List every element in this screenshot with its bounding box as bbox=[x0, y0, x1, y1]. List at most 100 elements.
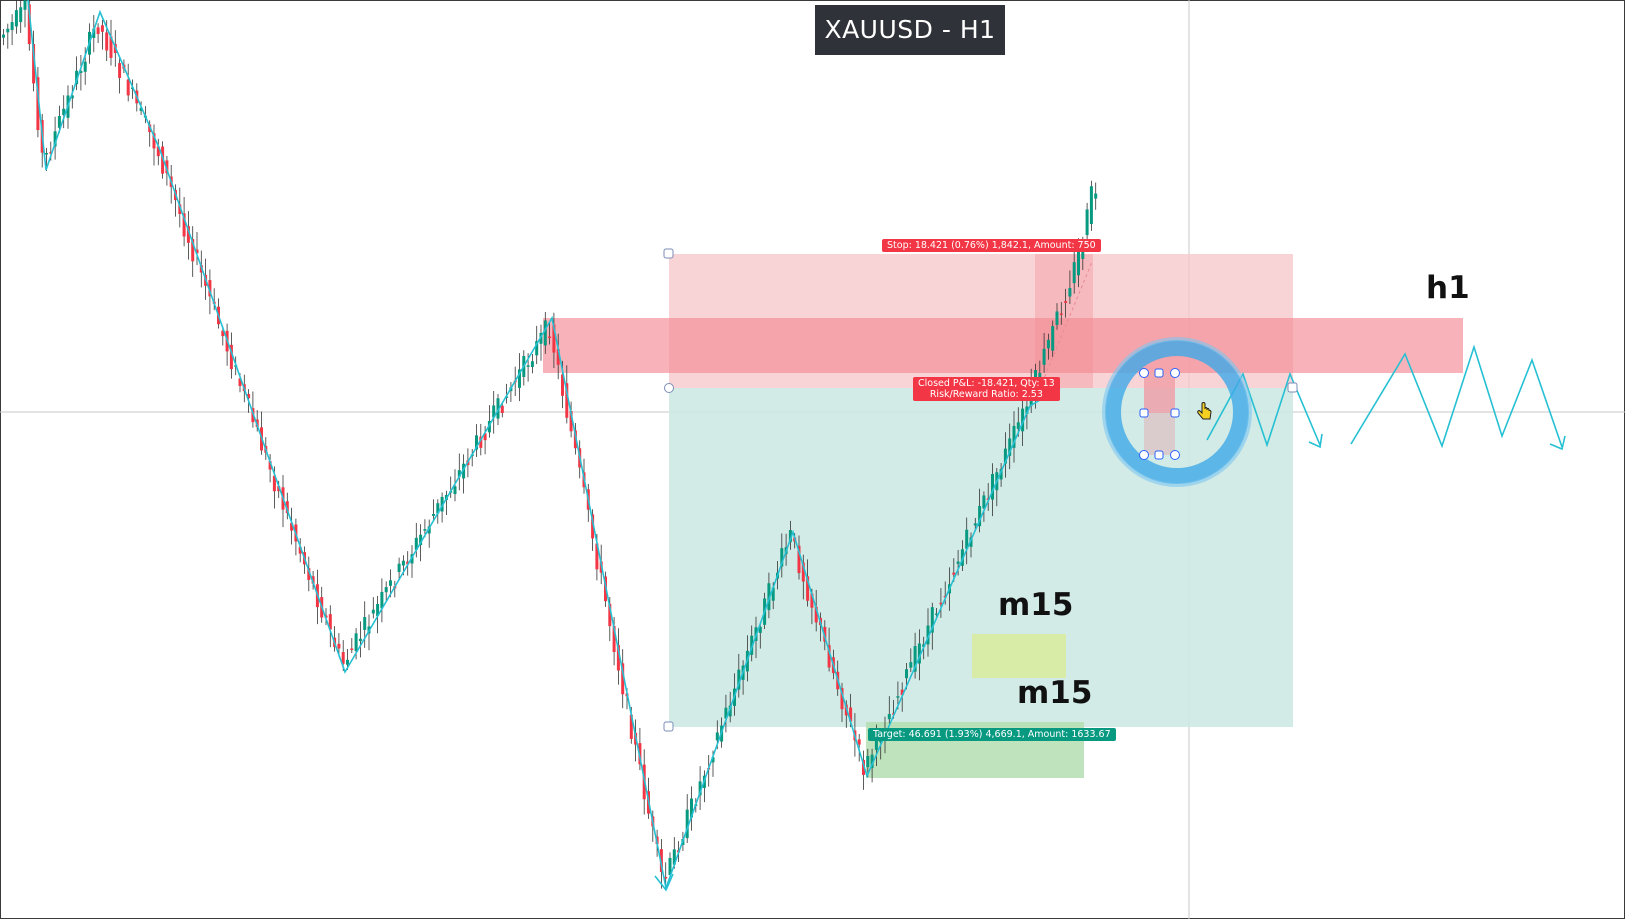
candle-body bbox=[659, 849, 663, 872]
candle-body bbox=[354, 633, 358, 652]
pnl-info-label: Closed P&L: -18.421, Qty: 13 Risk/Reward… bbox=[913, 377, 1060, 401]
candle-body bbox=[896, 696, 900, 698]
mini-handle-tl[interactable] bbox=[1139, 368, 1149, 378]
candle-body bbox=[14, 10, 18, 27]
candle-body bbox=[83, 61, 87, 72]
candle-body bbox=[337, 643, 341, 649]
candle-body bbox=[161, 146, 165, 174]
candle-body bbox=[53, 131, 57, 147]
candle-body bbox=[483, 433, 487, 441]
h1-supply-zone[interactable] bbox=[543, 318, 1463, 373]
candle-body bbox=[109, 36, 113, 58]
candle-body bbox=[814, 606, 818, 623]
candle-body bbox=[32, 44, 36, 84]
candle-body bbox=[526, 365, 530, 367]
candle-body bbox=[999, 469, 1003, 480]
candle-body bbox=[229, 344, 233, 370]
candle-body bbox=[70, 95, 74, 99]
candle-body bbox=[397, 563, 401, 573]
mini-handle-bc[interactable] bbox=[1154, 450, 1164, 460]
candle-body bbox=[569, 410, 573, 432]
h1-zone-label: h1 bbox=[1426, 270, 1470, 306]
candle-body bbox=[1081, 247, 1085, 259]
candle-body bbox=[801, 562, 805, 582]
target-handle[interactable] bbox=[663, 721, 674, 732]
candle-body bbox=[664, 877, 668, 879]
candle-body bbox=[978, 505, 982, 527]
candle-body bbox=[535, 341, 539, 356]
candle-body bbox=[849, 707, 853, 722]
candle-body bbox=[1068, 288, 1072, 297]
mini-handle-tr[interactable] bbox=[1170, 368, 1180, 378]
candle-body bbox=[96, 27, 100, 34]
candle-body bbox=[982, 495, 986, 509]
candle-body bbox=[307, 567, 311, 580]
mini-handle-ml[interactable] bbox=[1139, 408, 1149, 418]
candle-body bbox=[612, 626, 616, 652]
candle-body bbox=[591, 514, 595, 539]
candle-body bbox=[182, 213, 186, 237]
mini-handle-mr[interactable] bbox=[1170, 408, 1180, 418]
candle-body bbox=[500, 405, 504, 414]
candle-body bbox=[1094, 193, 1098, 199]
candle-body bbox=[427, 526, 431, 534]
stop-handle[interactable] bbox=[663, 248, 674, 259]
candle-body bbox=[1059, 313, 1063, 315]
candle-body bbox=[178, 204, 182, 214]
candle-body bbox=[909, 662, 913, 668]
candle-body bbox=[672, 849, 676, 865]
candle-body bbox=[548, 336, 552, 339]
candle-body bbox=[561, 374, 564, 396]
candle-body bbox=[1042, 348, 1046, 365]
mini-handle-br[interactable] bbox=[1170, 450, 1180, 460]
candle-body bbox=[991, 474, 994, 500]
entry-handle[interactable] bbox=[664, 383, 674, 393]
zigzag-line bbox=[27, 0, 1061, 891]
candle-body bbox=[767, 583, 771, 611]
candle-body bbox=[900, 689, 904, 696]
candle-body bbox=[156, 146, 160, 157]
candle-body bbox=[1021, 408, 1025, 432]
candle-body bbox=[1025, 406, 1029, 414]
mini-position-target[interactable] bbox=[1144, 413, 1175, 455]
candle-body bbox=[462, 463, 466, 479]
target-info-text: Target: 46.691 (1.93%) 4,669.1, Amount: … bbox=[873, 729, 1111, 740]
candle-body bbox=[268, 461, 272, 470]
projected-path-2 bbox=[1350, 344, 1563, 449]
right-edge-handle[interactable] bbox=[1287, 382, 1298, 393]
candle-body bbox=[952, 572, 956, 575]
candle-body bbox=[341, 652, 345, 664]
candle-body bbox=[272, 475, 276, 492]
candle-body bbox=[780, 548, 784, 567]
target-info-label: Target: 46.691 (1.93%) 4,669.1, Amount: … bbox=[868, 728, 1116, 741]
candle-body bbox=[1008, 438, 1012, 456]
candle-body bbox=[290, 522, 294, 531]
mini-handle-tc[interactable] bbox=[1154, 368, 1164, 378]
candle-body bbox=[629, 714, 633, 739]
candle-body bbox=[939, 602, 943, 605]
candle-body bbox=[36, 77, 40, 131]
candle-body bbox=[277, 486, 281, 492]
candle-body bbox=[1051, 326, 1055, 351]
candle-body bbox=[350, 648, 354, 650]
candle-body bbox=[616, 644, 620, 671]
m15-zone-upper[interactable] bbox=[972, 634, 1066, 678]
candle-body bbox=[543, 320, 547, 346]
candle-body bbox=[346, 659, 349, 665]
mini-position-stop[interactable] bbox=[1144, 373, 1175, 413]
mini-handle-bl[interactable] bbox=[1139, 450, 1149, 460]
candle-body bbox=[595, 543, 599, 570]
candle-body bbox=[608, 603, 612, 627]
candle-body bbox=[1089, 186, 1093, 224]
stop-info-text: Stop: 18.421 (0.76%) 1,842.1, Amount: 75… bbox=[887, 240, 1096, 251]
candle-body bbox=[810, 593, 814, 608]
candle-body bbox=[358, 638, 362, 642]
click-ripple-icon bbox=[1105, 340, 1249, 484]
candle-body bbox=[414, 537, 418, 550]
candle-body bbox=[715, 732, 719, 741]
candle-body bbox=[492, 405, 496, 418]
candle-body bbox=[1077, 252, 1080, 276]
pnl-info-line2: Risk/Reward Ratio: 2.53 bbox=[929, 389, 1043, 400]
candle-body bbox=[6, 28, 10, 33]
